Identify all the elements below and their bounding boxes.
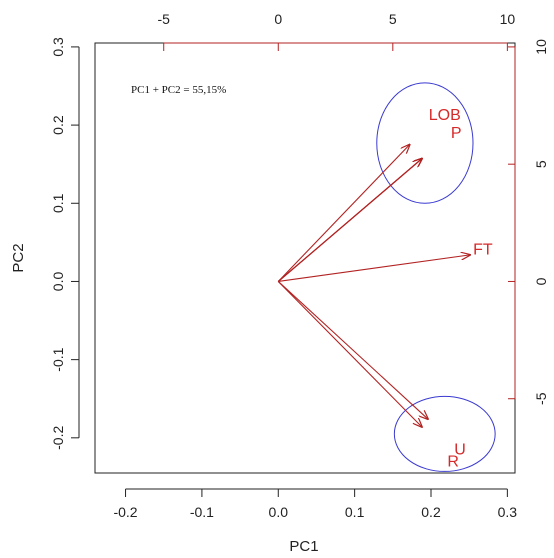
explained-variance-annotation: PC1 + PC2 = 55,15% [131, 84, 226, 96]
x-tick-label: 0.1 [345, 504, 365, 520]
top-tick-label: 10 [500, 11, 516, 27]
x-tick-label: 0.0 [269, 504, 289, 520]
x-axis-title: PC1 [289, 538, 318, 555]
y-tick-label: -0.2 [50, 426, 66, 450]
top-tick-label: -5 [158, 11, 171, 27]
y-tick-label: -0.1 [50, 347, 66, 371]
ellipse-2 [393, 395, 496, 472]
y-tick-label: 0.0 [50, 272, 66, 292]
variable-label-u: U [454, 442, 466, 459]
ellipses-layer [376, 82, 496, 472]
x-tick-label: -0.2 [113, 504, 137, 520]
x-tick-label: -0.1 [190, 504, 214, 520]
right-tick-label: 5 [533, 160, 549, 168]
variable-label-p: P [451, 125, 462, 142]
right-tick-label: 0 [533, 277, 549, 285]
vectors-layer [277, 145, 470, 427]
right-axis: -5 0 5 10 [508, 39, 549, 405]
y-tick-label: 0.1 [50, 193, 66, 213]
x-tick-label: 0.2 [421, 504, 441, 520]
x-tick-label: 0.3 [498, 504, 518, 520]
y-axis-title: PC2 [10, 243, 27, 272]
variable-label-lob: LOB [429, 107, 461, 124]
vector-l [277, 145, 409, 282]
variable-label-ft: FT [473, 241, 493, 258]
y-tick-label: 0.3 [50, 37, 66, 57]
left-axis: -0.2 -0.1 0.0 0.1 0.2 0.3 [50, 37, 80, 450]
top-tick-label: 5 [389, 11, 397, 27]
top-axis: -5 0 5 10 [158, 11, 516, 51]
top-tick-label: 0 [274, 11, 282, 27]
ellipse-1 [376, 82, 474, 204]
bottom-axis: -0.2 -0.1 0.0 0.1 0.2 0.3 [113, 488, 518, 520]
vector-u [277, 281, 428, 419]
variable-label-r: R [447, 453, 459, 470]
y-tick-label: 0.2 [50, 115, 66, 135]
vector-p [277, 159, 422, 282]
right-tick-label: 10 [533, 39, 549, 55]
vector-ft [278, 255, 470, 282]
right-tick-label: -5 [533, 392, 549, 405]
vector-r [277, 281, 422, 426]
